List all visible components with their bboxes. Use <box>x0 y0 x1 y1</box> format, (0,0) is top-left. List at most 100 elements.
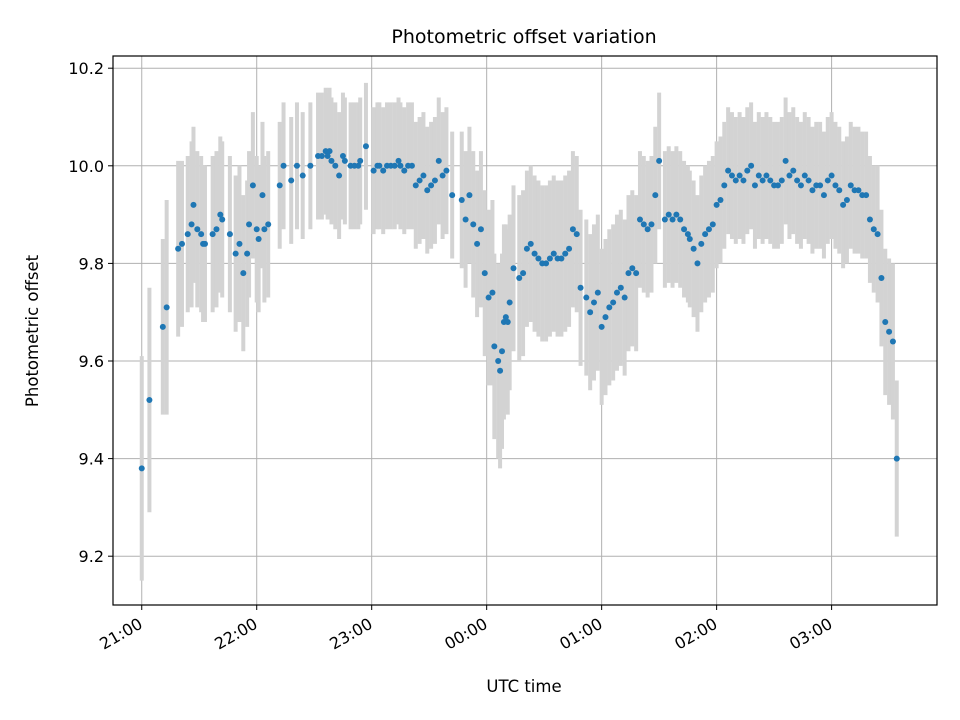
data-point <box>669 216 676 223</box>
data-point <box>728 172 735 179</box>
data-point <box>527 240 534 247</box>
data-point <box>617 284 624 291</box>
data-point <box>510 265 517 272</box>
data-point <box>640 221 647 228</box>
data-point <box>740 177 747 184</box>
data-point <box>817 182 824 189</box>
data-point <box>661 216 668 223</box>
data-point <box>870 226 877 233</box>
data-point <box>748 162 755 169</box>
data-point <box>146 397 153 404</box>
data-point <box>355 162 362 169</box>
data-point <box>797 182 804 189</box>
data-point <box>820 192 827 199</box>
data-point <box>594 289 601 296</box>
data-point <box>462 216 469 223</box>
data-point <box>690 245 697 252</box>
data-point <box>357 157 364 164</box>
data-point <box>558 255 565 262</box>
data-point <box>577 284 584 291</box>
data-point <box>809 187 816 194</box>
data-point <box>477 226 484 233</box>
data-point <box>882 318 889 325</box>
data-point <box>401 167 408 174</box>
data-point <box>786 172 793 179</box>
data-point <box>855 187 862 194</box>
data-point <box>874 231 881 238</box>
data-point <box>677 216 684 223</box>
data-point <box>201 240 208 247</box>
data-point <box>163 304 170 311</box>
data-point <box>705 226 712 233</box>
data-point <box>721 182 728 189</box>
data-point <box>474 240 481 247</box>
data-point <box>790 167 797 174</box>
data-point <box>226 231 233 238</box>
data-point <box>265 221 272 228</box>
data-point <box>276 182 283 189</box>
data-point <box>376 162 383 169</box>
data-point <box>178 240 185 247</box>
data-point <box>644 226 651 233</box>
data-point <box>217 211 224 218</box>
data-point <box>491 343 498 350</box>
data-point <box>782 157 789 164</box>
data-point <box>656 157 663 164</box>
data-point <box>562 250 569 257</box>
data-point <box>625 270 632 277</box>
data-point <box>299 172 306 179</box>
data-point <box>408 162 415 169</box>
data-point <box>458 196 465 203</box>
data-point <box>428 182 435 189</box>
data-point <box>332 162 339 169</box>
data-point <box>395 157 402 164</box>
data-point <box>698 240 705 247</box>
data-point <box>587 309 594 316</box>
data-point <box>606 304 613 311</box>
data-point <box>805 177 812 184</box>
data-point <box>380 167 387 174</box>
data-point <box>190 201 197 208</box>
data-point <box>774 182 781 189</box>
data-point <box>416 177 423 184</box>
data-point <box>194 226 201 233</box>
data-point <box>504 318 511 325</box>
data-point <box>326 148 333 155</box>
y-tick-label: 10.0 <box>68 157 104 176</box>
data-point <box>255 236 262 242</box>
data-point <box>523 245 530 252</box>
data-point <box>516 275 523 282</box>
data-point <box>828 172 835 179</box>
data-point <box>863 192 870 199</box>
data-point <box>550 250 557 257</box>
data-point <box>759 177 766 184</box>
y-tick-label: 10.2 <box>68 59 104 78</box>
data-point <box>717 196 724 203</box>
data-point <box>198 231 205 238</box>
x-axis-label: UTC time <box>486 677 561 696</box>
data-point <box>370 167 377 174</box>
data-point <box>336 172 343 179</box>
y-tick-label: 9.6 <box>79 352 104 371</box>
data-point <box>431 177 438 184</box>
data-point <box>610 299 617 306</box>
data-point <box>341 157 348 164</box>
data-point <box>543 260 550 267</box>
data-point <box>843 196 850 203</box>
data-point <box>673 211 680 218</box>
data-point <box>840 201 847 208</box>
data-point <box>665 211 672 218</box>
data-point <box>253 226 260 233</box>
data-point <box>209 231 216 238</box>
data-point <box>778 177 785 184</box>
data-point <box>502 314 509 321</box>
data-point <box>736 172 743 179</box>
data-point <box>546 255 553 262</box>
data-point <box>138 465 145 472</box>
data-point <box>424 187 431 194</box>
data-point <box>236 240 243 247</box>
data-point <box>449 192 456 199</box>
data-point <box>636 216 643 223</box>
data-point <box>725 167 732 174</box>
